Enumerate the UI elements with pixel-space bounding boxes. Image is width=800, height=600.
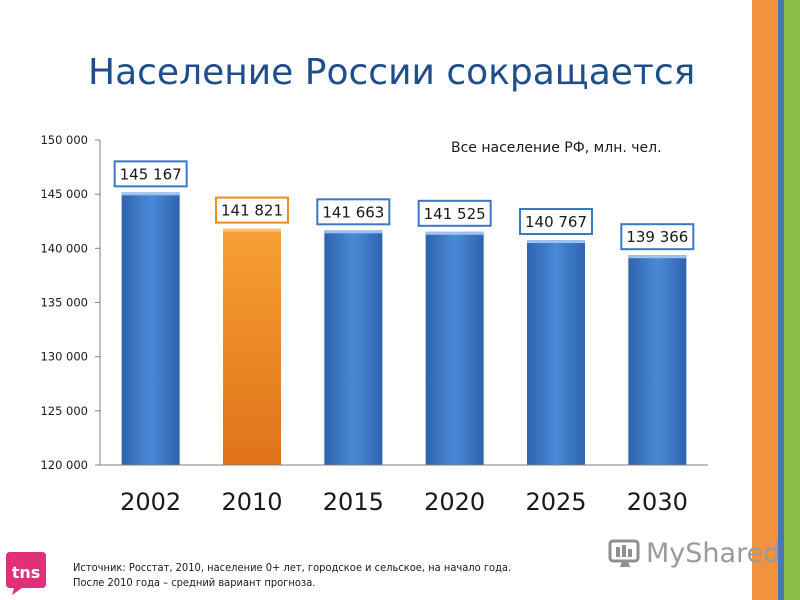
bar-2002 xyxy=(121,192,180,466)
x-tick-label-2030: 2030 xyxy=(627,488,688,516)
y-tick-label: 145 000 xyxy=(40,187,88,201)
data-label-box-2010 xyxy=(215,196,289,224)
bar-2015 xyxy=(324,230,383,465)
data-label-2015: 141 663 xyxy=(322,203,384,221)
x-axis: 2002 2010 2015 2020 2025 2030 xyxy=(100,464,708,516)
decor-stripe-blue xyxy=(778,0,784,600)
data-label-2002: 145 167 xyxy=(120,165,182,183)
source-line-2: После 2010 года – средний вариант прогно… xyxy=(73,576,316,589)
page-title: Население России сокращается xyxy=(88,52,696,93)
tns-logo: tns xyxy=(6,552,46,595)
bar-highlight-2020 xyxy=(425,231,484,235)
data-label-box-2002 xyxy=(113,160,188,188)
bar-highlight-2015 xyxy=(324,230,383,234)
bar-2020 xyxy=(425,231,484,465)
bar-2025 xyxy=(527,240,585,465)
myshared-watermark-icon xyxy=(608,539,640,567)
bar-highlight-2002 xyxy=(121,192,180,196)
bar-2010 xyxy=(223,228,281,465)
x-tick-label-2015: 2015 xyxy=(323,488,384,516)
tns-logo-text: tns xyxy=(12,563,41,582)
x-tick-label-2010: 2010 xyxy=(221,488,282,516)
y-tick-label: 140 000 xyxy=(40,241,88,255)
source-line-1: Источник: Росстат, 2010, население 0+ ле… xyxy=(73,561,512,574)
data-label-box-2025 xyxy=(519,208,593,236)
x-tick-label-2025: 2025 xyxy=(525,488,586,516)
data-label-2020: 141 525 xyxy=(424,205,486,223)
x-tick-label-2002: 2002 xyxy=(120,488,181,516)
watermark-text: MyShared xyxy=(646,538,781,569)
data-label-box-2015 xyxy=(316,198,391,226)
data-label-2030: 139 366 xyxy=(626,228,688,246)
data-label-2010: 141 821 xyxy=(221,202,283,220)
bar-highlight-2025 xyxy=(527,240,585,244)
y-tick-label: 135 000 xyxy=(40,296,88,310)
data-label-box-2020 xyxy=(417,199,492,227)
population-bar-chart: Все население РФ, млн. чел. 120 000 125 0… xyxy=(40,133,708,516)
bar-highlight-2030 xyxy=(628,255,687,259)
data-label-box-2030 xyxy=(620,223,695,251)
decor-stripe-orange xyxy=(752,0,778,600)
bar-highlight-2010 xyxy=(223,228,281,232)
bar-2030 xyxy=(628,255,687,465)
data-label-2025: 140 767 xyxy=(525,213,587,231)
y-axis: 120 000 125 000 130 000 135 000 140 000 145 0… xyxy=(40,133,101,472)
y-tick-label: 150 000 xyxy=(40,133,88,147)
y-tick-label: 130 000 xyxy=(40,350,88,364)
x-tick-label-2020: 2020 xyxy=(424,488,485,516)
bars-group: 145 167 141 821 141 663 141 525 140 767 139 3… xyxy=(113,160,695,466)
decor-stripe-green xyxy=(784,0,800,600)
y-tick-label: 125 000 xyxy=(40,404,88,418)
y-tick-label: 120 000 xyxy=(40,458,88,472)
source-note: Источник: Росстат, 2010, население 0+ ле… xyxy=(73,560,511,590)
chart-subtitle: Все население РФ, млн. чел. xyxy=(451,140,662,156)
